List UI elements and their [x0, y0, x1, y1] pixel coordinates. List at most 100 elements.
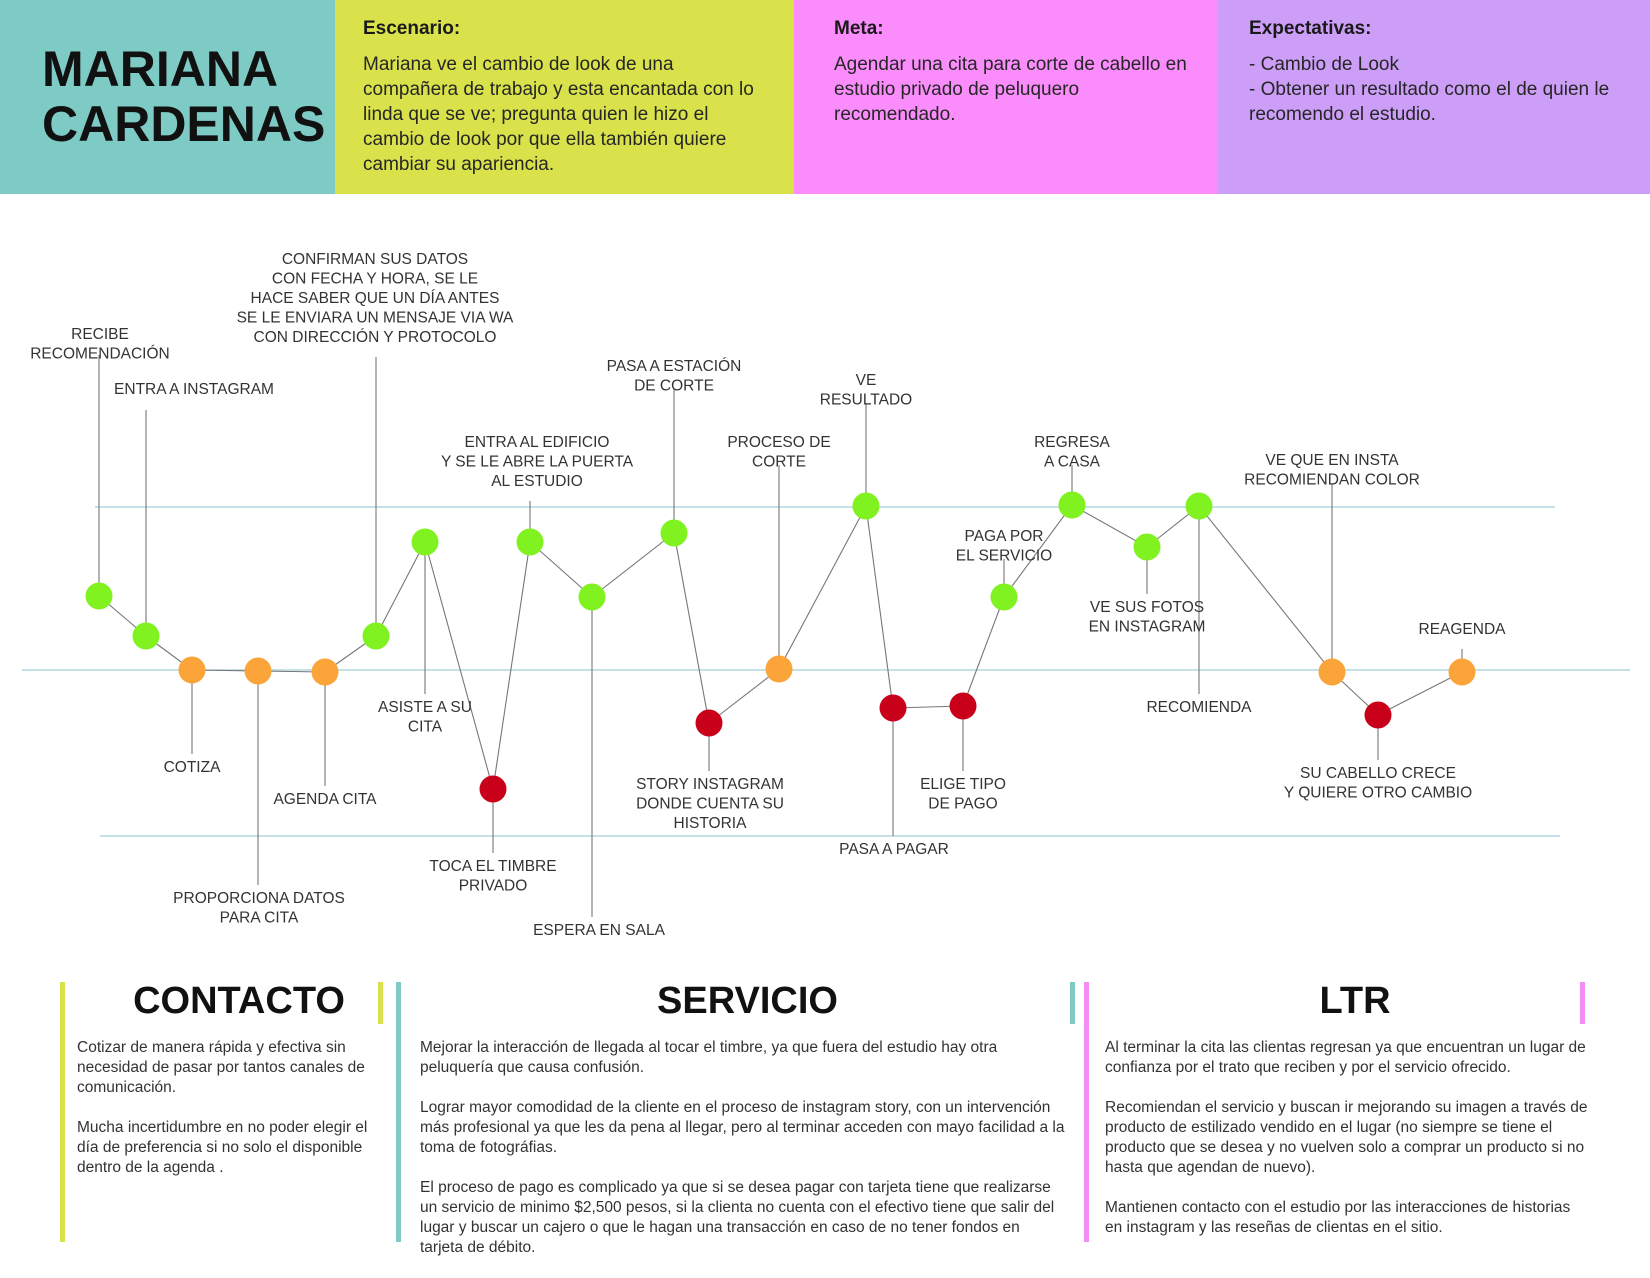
step-label-line: HISTORIA: [674, 815, 748, 832]
step-label: SU CABELLO CRECE Y QUIERE OTRO CAMBIO: [1284, 765, 1472, 802]
step-node-negative: [695, 709, 723, 737]
step-label-line: ASISTE A SU: [378, 699, 472, 716]
journey-connector: [962, 596, 1005, 707]
step-label-line: DE CORTE: [634, 378, 714, 395]
persona-name-last: CARDENAS: [42, 96, 326, 152]
expectation-item: - Cambio de Look: [1249, 54, 1399, 75]
step-label: PASA A PAGAR: [839, 841, 949, 858]
ltr-paragraph: Al terminar la cita las clientas regresa…: [1105, 1039, 1586, 1076]
step-node-neutral: [1318, 658, 1346, 686]
scenario-title: Escenario:: [363, 18, 461, 39]
step-label-line: RESULTADO: [820, 392, 912, 409]
servicio-title: SERVICIO: [657, 980, 838, 1022]
step-label-line: PROPORCIONA DATOS: [173, 890, 345, 907]
step-label-line: SU CABELLO CRECE: [1300, 765, 1456, 782]
step-label-line: EL SERVICIO: [956, 548, 1052, 565]
step-label-line: DE PAGO: [928, 796, 997, 813]
step-label-line: CON DIRECCIÓN Y PROTOCOLO: [254, 329, 497, 346]
ltr-paragraph: Mantienen contacto con el estudio por la…: [1105, 1199, 1571, 1236]
step-label-line: PAGA POR: [965, 528, 1044, 545]
scenario-text: Mariana ve el cambio de look de una comp…: [363, 54, 754, 175]
servicio-paragraph: El proceso de pago es complicado ya que …: [420, 1179, 1055, 1256]
step-node-positive: [85, 582, 113, 610]
servicio-paragraph: Lograr mayor comodidad de la cliente en …: [420, 1099, 1065, 1156]
servicio-paragraph: Mejorar la interacción de llegada al toc…: [420, 1039, 998, 1076]
step-label: COTIZA: [164, 759, 221, 776]
goal-panel: Meta: Agendar una cita para corte de cab…: [794, 0, 1217, 194]
step-label-line: CITA: [408, 719, 443, 736]
step-label-line: HACE SABER QUE UN DÍA ANTES: [251, 290, 500, 307]
step-node-positive: [362, 622, 390, 650]
servicio-text: Mejorar la interacción de llegada al toc…: [420, 1038, 1065, 1278]
step-label-line: AGENDA CITA: [273, 791, 377, 808]
step-node-neutral: [244, 657, 272, 685]
journey-connector: [1003, 504, 1073, 598]
contacto-paragraph: Mucha incertidumbre en no poder elegir e…: [77, 1119, 368, 1176]
step-label-line: CONFIRMAN SUS DATOS: [282, 251, 468, 268]
contacto-title: CONTACTO: [133, 980, 345, 1022]
step-label-line: Y QUIERE OTRO CAMBIO: [1284, 785, 1472, 802]
step-node-positive: [132, 622, 160, 650]
step-label: CONFIRMAN SUS DATOS CON FECHA Y HORA, SE …: [237, 251, 514, 346]
step-node-positive: [1133, 533, 1161, 561]
step-label-line: EN INSTAGRAM: [1089, 619, 1206, 636]
journey-connector: [865, 505, 894, 709]
step-node-positive: [852, 492, 880, 520]
step-node-positive: [660, 519, 688, 547]
step-node-positive: [578, 583, 606, 611]
step-label: REGRESA A CASA: [1034, 434, 1110, 471]
step-label-line: PASA A PAGAR: [839, 841, 949, 858]
step-node-negative: [949, 692, 977, 720]
step-label-line: ELIGE TIPO: [920, 776, 1006, 793]
journey-connector: [1071, 504, 1148, 548]
step-label: STORY INSTAGRAM DONDE CUENTA SU HISTORIA: [636, 776, 784, 832]
step-label: ENTRA AL EDIFICIO Y SE LE ABRE LA PUERTA A…: [441, 434, 634, 490]
step-label: PROPORCIONA DATOS PARA CITA: [173, 890, 345, 927]
expectations-title: Expectativas:: [1249, 18, 1372, 39]
step-label-line: VE QUE EN INSTA: [1265, 452, 1399, 469]
persona-name: MARIANA CARDENAS: [42, 42, 325, 152]
goal-text: Agendar una cita para corte de cabello e…: [834, 54, 1187, 125]
step-label: ELIGE TIPO DE PAGO: [920, 776, 1006, 813]
step-label-line: PARA CITA: [220, 910, 299, 927]
step-node-negative: [479, 775, 507, 803]
journey-connector: [424, 541, 494, 790]
step-label-line: Y SE LE ABRE LA PUERTA: [441, 454, 634, 471]
step-label: VE QUE EN INSTA RECOMIENDAN COLOR: [1244, 452, 1420, 489]
step-label-line: DONDE CUENTA SU: [636, 796, 784, 813]
step-label: ENTRA A INSTAGRAM: [114, 381, 274, 398]
step-label-line: CORTE: [752, 454, 806, 471]
step-label-line: RECOMENDACIÓN: [30, 346, 170, 363]
journey-connector: [673, 532, 710, 724]
step-label-line: PRIVADO: [459, 878, 528, 895]
step-label-line: RECOMIENDAN COLOR: [1244, 472, 1420, 489]
journey-connector: [1377, 671, 1463, 716]
step-label-line: PASA A ESTACIÓN: [607, 358, 742, 375]
step-label-line: STORY INSTAGRAM: [636, 776, 784, 793]
step-label-line: RECOMIENDA: [1146, 699, 1252, 716]
step-label: TOCA EL TIMBRE PRIVADO: [429, 858, 556, 895]
servicio-left-bar: [396, 982, 401, 1242]
step-node-neutral: [765, 655, 793, 683]
step-node-negative: [1364, 701, 1392, 729]
step-node-negative: [879, 694, 907, 722]
persona-name-panel: MARIANA CARDENAS: [0, 0, 335, 194]
contacto-left-bar: [60, 982, 65, 1242]
goal-title: Meta:: [834, 18, 884, 39]
expectation-item: - Obtener un resultado como el de quien …: [1249, 79, 1610, 125]
step-label: RECIBE RECOMENDACIÓN: [30, 326, 170, 363]
ltr-left-bar: [1084, 982, 1089, 1242]
step-label-line: CON FECHA Y HORA, SE LE: [272, 271, 478, 288]
step-node-neutral: [1448, 658, 1476, 686]
step-label-line: COTIZA: [164, 759, 221, 776]
step-label: RECOMIENDA: [1146, 699, 1252, 716]
contacto-paragraph: Cotizar de manera rápida y efectiva sin …: [77, 1039, 365, 1096]
step-node-neutral: [311, 658, 339, 686]
step-label: ASISTE A SU CITA: [378, 699, 472, 736]
ltr-right-bar: [1580, 982, 1585, 1024]
step-node-positive: [1185, 492, 1213, 520]
step-label-line: ESPERA EN SALA: [533, 922, 665, 939]
journey-connector: [529, 541, 593, 598]
step-label: VE RESULTADO: [820, 372, 912, 409]
scenario-panel: Escenario: Mariana ve el cambio de look …: [335, 0, 794, 194]
